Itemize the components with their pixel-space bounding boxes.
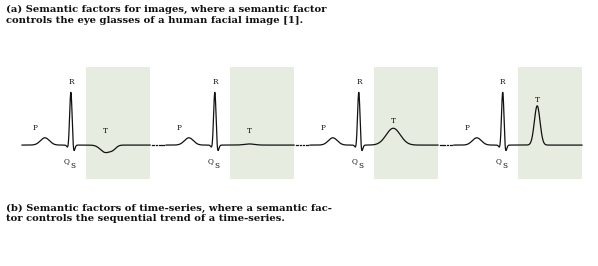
Text: R: R: [500, 78, 505, 86]
Text: (b) Semantic factors of time-series, where a semantic fac-
tor controls the sequ: (b) Semantic factors of time-series, whe…: [6, 203, 332, 223]
Text: Q: Q: [496, 157, 502, 165]
Bar: [518, 66, 582, 179]
Text: T: T: [391, 117, 396, 124]
Bar: [374, 66, 438, 179]
Bar: [86, 66, 150, 179]
Text: T: T: [103, 127, 108, 135]
Text: P: P: [464, 124, 469, 132]
Text: S: S: [359, 162, 364, 170]
Text: P: P: [32, 124, 37, 132]
Text: T: T: [247, 127, 252, 135]
Text: P: P: [320, 124, 325, 132]
Text: T: T: [535, 96, 539, 104]
Text: Q: Q: [64, 157, 70, 165]
Text: (a) Semantic factors for images, where a semantic factor
controls the eye glasse: (a) Semantic factors for images, where a…: [6, 5, 327, 25]
Text: S: S: [502, 162, 508, 170]
Bar: [230, 66, 294, 179]
Text: S: S: [215, 162, 219, 170]
Text: R: R: [356, 78, 362, 86]
Text: Q: Q: [208, 157, 214, 165]
Text: R: R: [68, 78, 74, 86]
Text: S: S: [71, 162, 76, 170]
Text: Q: Q: [352, 157, 358, 165]
Text: R: R: [212, 78, 218, 86]
Text: P: P: [176, 124, 181, 132]
